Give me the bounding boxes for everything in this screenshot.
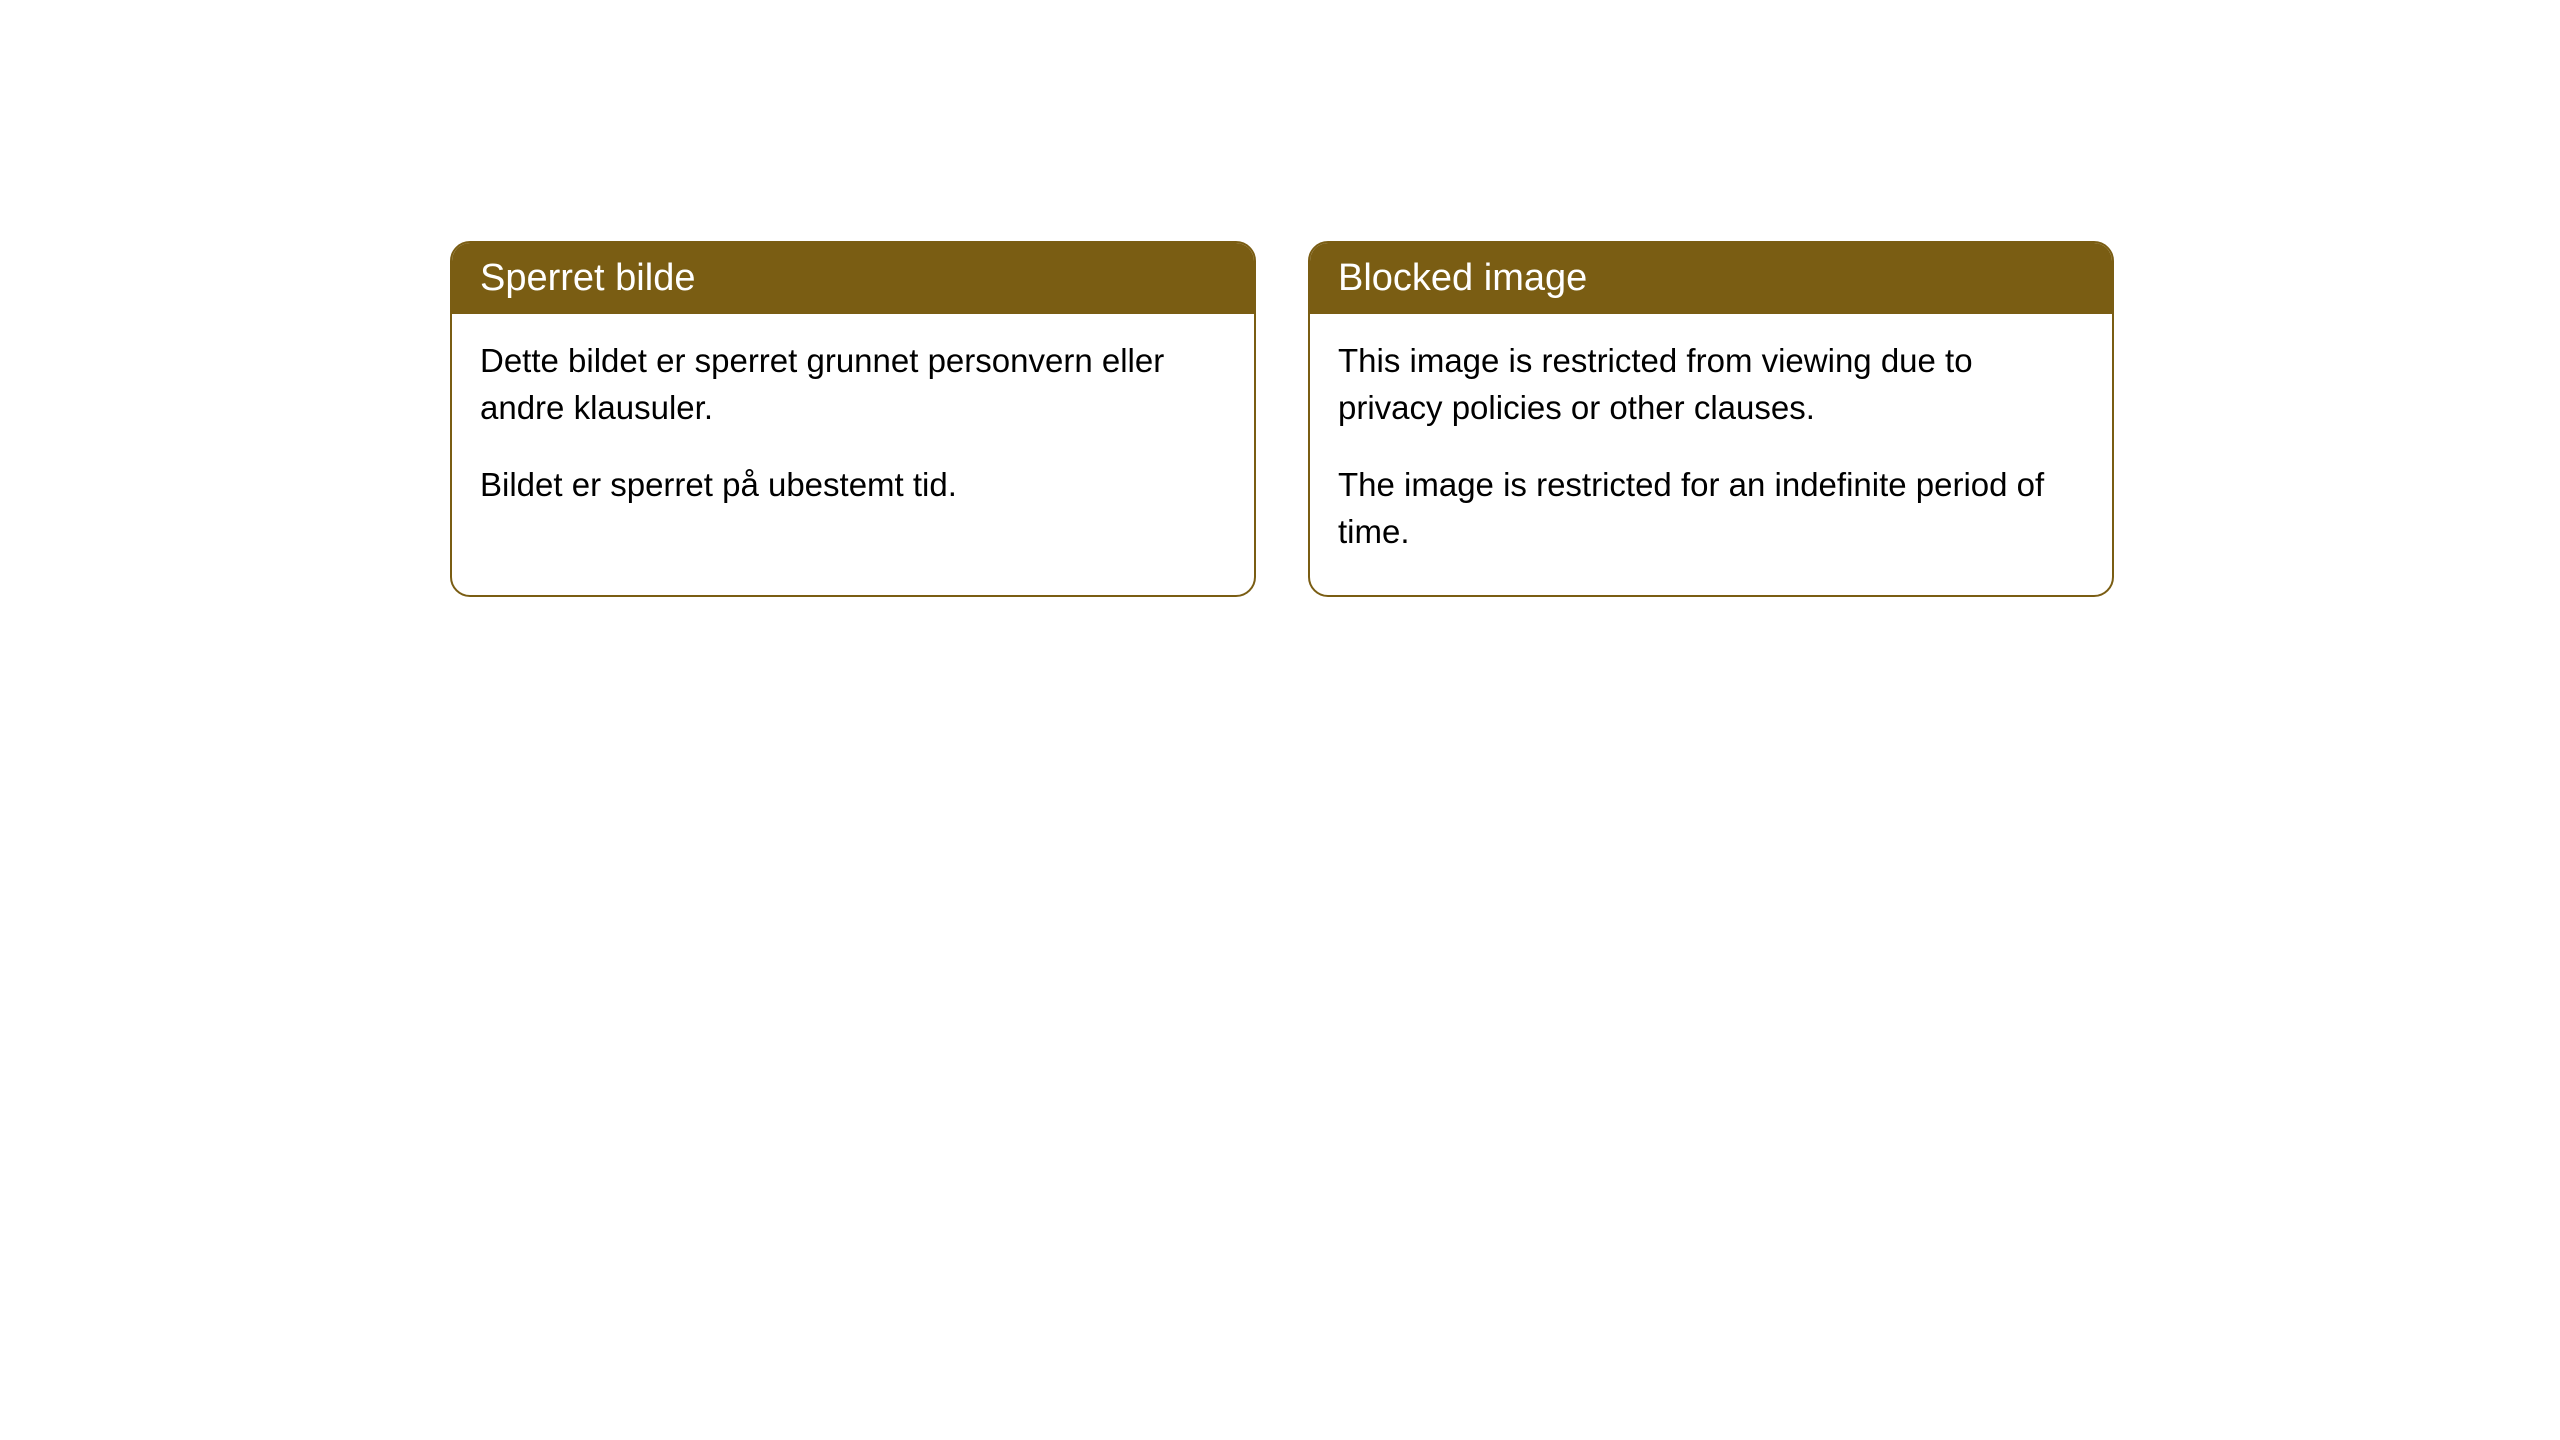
notice-card-norwegian: Sperret bilde Dette bildet er sperret gr… bbox=[450, 241, 1256, 597]
card-paragraph: This image is restricted from viewing du… bbox=[1338, 338, 2084, 432]
notice-cards-container: Sperret bilde Dette bildet er sperret gr… bbox=[450, 241, 2114, 597]
card-title: Blocked image bbox=[1338, 257, 1587, 299]
card-title: Sperret bilde bbox=[480, 257, 695, 299]
card-header: Sperret bilde bbox=[452, 243, 1254, 314]
card-header: Blocked image bbox=[1310, 243, 2112, 314]
notice-card-english: Blocked image This image is restricted f… bbox=[1308, 241, 2114, 597]
card-paragraph: Bildet er sperret på ubestemt tid. bbox=[480, 462, 1226, 509]
card-body: Dette bildet er sperret grunnet personve… bbox=[452, 314, 1254, 549]
card-paragraph: The image is restricted for an indefinit… bbox=[1338, 462, 2084, 556]
card-body: This image is restricted from viewing du… bbox=[1310, 314, 2112, 595]
card-paragraph: Dette bildet er sperret grunnet personve… bbox=[480, 338, 1226, 432]
